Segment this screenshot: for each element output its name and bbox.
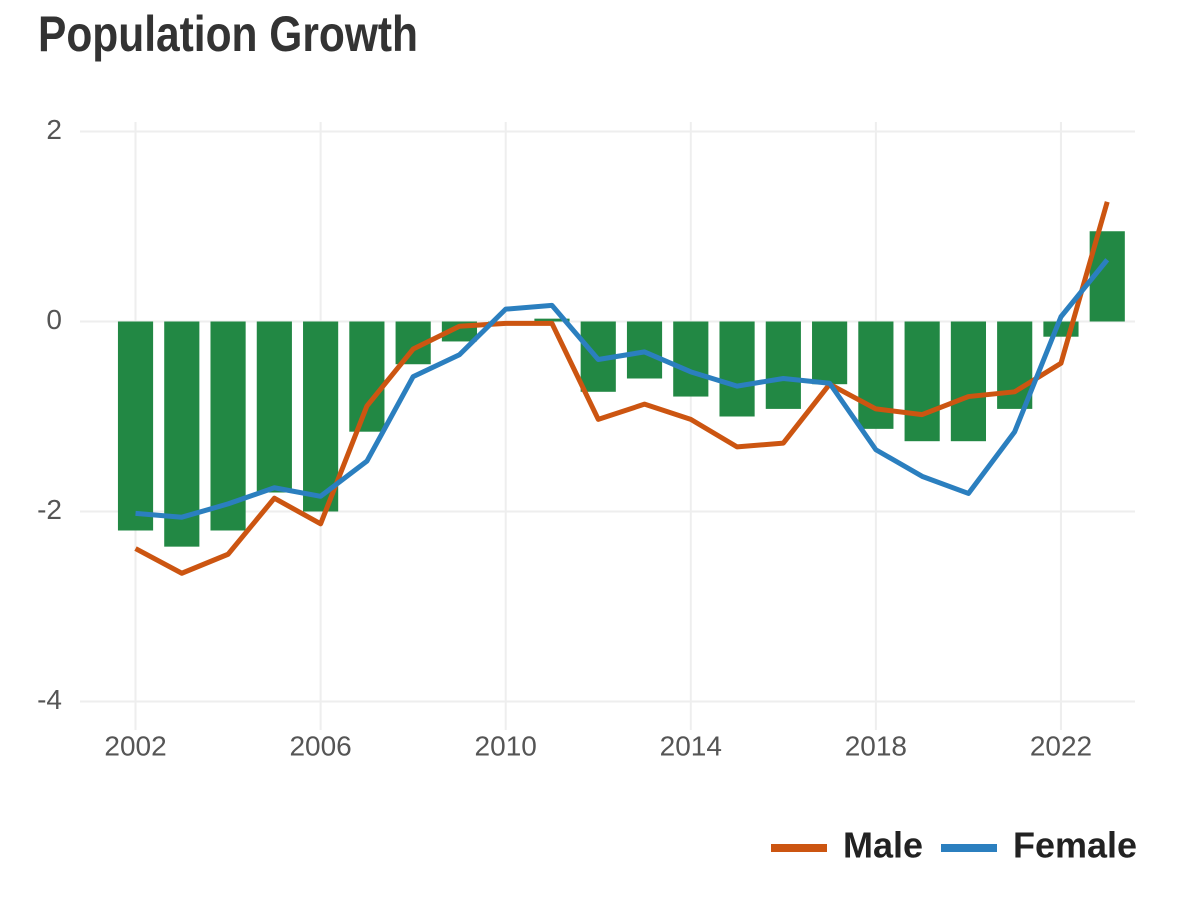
bar	[950, 321, 987, 442]
bar	[812, 321, 848, 385]
legend-text: Female	[1013, 825, 1137, 866]
bar	[303, 321, 339, 512]
bar	[349, 321, 385, 432]
bar	[534, 318, 570, 322]
bar	[210, 321, 246, 531]
x-tick-label: 2006	[289, 730, 351, 761]
x-tick-label: 2010	[475, 730, 537, 761]
bar	[673, 321, 709, 397]
y-tick-label: 2	[46, 114, 62, 145]
chart-title: Population Growth	[38, 6, 418, 62]
x-tick-label: 2018	[845, 730, 907, 761]
bar	[256, 321, 292, 493]
line-series	[135, 258, 1110, 520]
x-tick-label: 2022	[1030, 730, 1092, 761]
y-tick-label: -4	[37, 684, 62, 715]
bar	[719, 321, 755, 417]
y-tick-label: -2	[37, 494, 62, 525]
line-series	[134, 201, 1110, 576]
bar	[904, 321, 940, 442]
x-tick-label: 2002	[104, 730, 166, 761]
bar	[117, 321, 154, 531]
legend-text: Male	[843, 825, 923, 866]
x-tick-label: 2014	[660, 730, 722, 761]
bar	[765, 321, 801, 409]
y-tick-label: 0	[46, 304, 62, 335]
bar	[164, 321, 200, 547]
